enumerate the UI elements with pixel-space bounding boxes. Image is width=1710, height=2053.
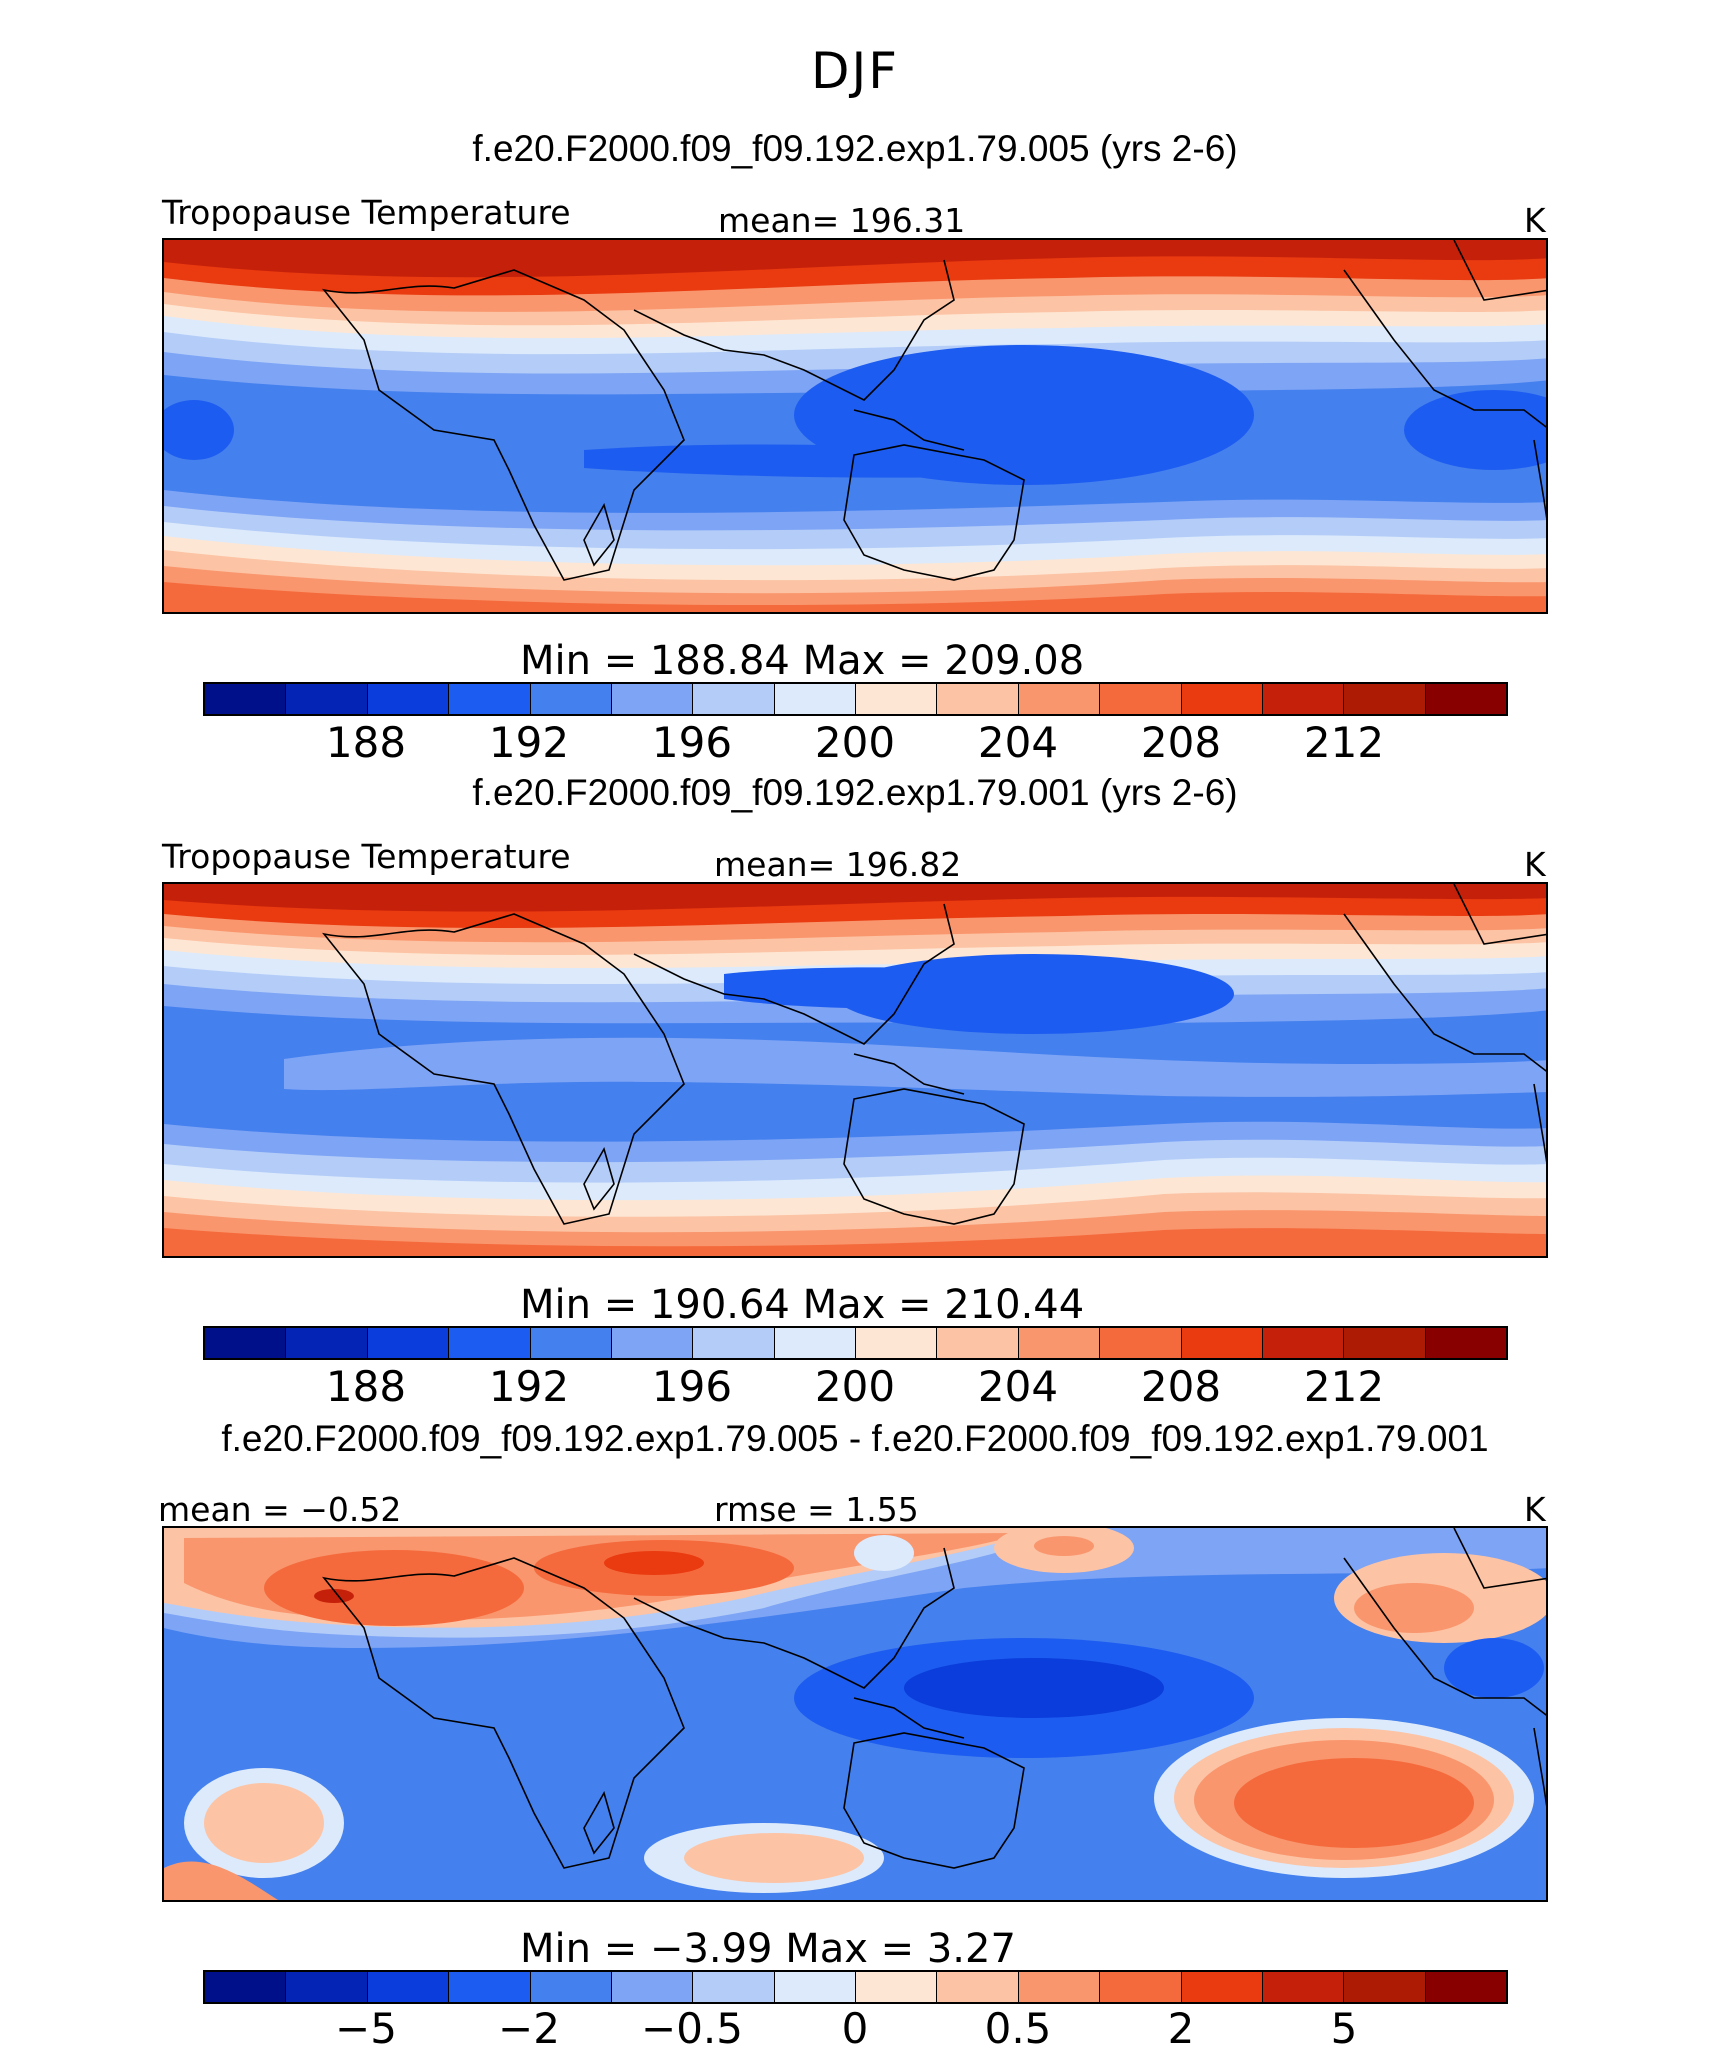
panel-2-tick: 200	[814, 1362, 896, 1411]
colorbar-cell	[856, 684, 938, 714]
panel-3-units: K	[1524, 1490, 1546, 1529]
panel-1-units: K	[1524, 201, 1546, 240]
colorbar-cell	[449, 684, 531, 714]
panel-3-run-title: f.e20.F2000.f09_f09.192.exp1.79.005 - f.…	[221, 1418, 1489, 1459]
colorbar-cell	[1425, 684, 1506, 714]
colorbar-cell	[1018, 684, 1101, 714]
colorbar-cell	[1344, 1328, 1426, 1358]
colorbar-cell	[774, 1328, 856, 1358]
colorbar-cell	[693, 1328, 775, 1358]
panel-2-tick: 192	[488, 1362, 570, 1411]
colorbar-cell	[611, 684, 694, 714]
colorbar-cell	[693, 1972, 775, 2002]
colorbar-cell	[1425, 1328, 1506, 1358]
colorbar-cell	[774, 1972, 856, 2002]
panel-2-tick: 212	[1303, 1362, 1385, 1411]
panel-1-tick: 204	[977, 718, 1059, 767]
colorbar-cell	[856, 1328, 938, 1358]
colorbar-cell	[1181, 1972, 1263, 2002]
panel-3-tick: 2	[1167, 2004, 1195, 2053]
panel-1-tick: 192	[488, 718, 570, 767]
panel-3-tick: 5	[1330, 2004, 1358, 2053]
colorbar-cell	[530, 1972, 612, 2002]
colorbar-cell	[286, 684, 368, 714]
panel-1-minmax: Min = 188.84 Max = 209.08	[520, 638, 1085, 684]
colorbar-cell	[1425, 1972, 1506, 2002]
colorbar-cell	[205, 1972, 287, 2002]
colorbar-cell	[774, 684, 856, 714]
colorbar-cell	[1262, 1972, 1345, 2002]
colorbar-cell	[1100, 684, 1182, 714]
colorbar-cell	[367, 1972, 450, 2002]
panel-2-map	[162, 882, 1548, 1258]
panel-3-tick: 0.5	[984, 2004, 1052, 2053]
colorbar-cell	[449, 1972, 531, 2002]
panel-3-map	[162, 1526, 1548, 1902]
colorbar-cell	[530, 1328, 612, 1358]
panel-2-field-label: Tropopause Temperature	[162, 837, 571, 876]
panel-2-minmax: Min = 190.64 Max = 210.44	[520, 1282, 1085, 1328]
colorbar-cell	[1018, 1972, 1101, 2002]
panel-1-tick: 208	[1140, 718, 1222, 767]
colorbar-cell	[1100, 1972, 1182, 2002]
colorbar-cell	[856, 1972, 938, 2002]
panel-2-run-title: f.e20.F2000.f09_f09.192.exp1.79.001 (yrs…	[472, 772, 1238, 813]
colorbar-cell	[286, 1328, 368, 1358]
panel-1-tick: 212	[1303, 718, 1385, 767]
panel-3-tick: −0.5	[641, 2004, 743, 2053]
colorbar-cell	[1344, 684, 1426, 714]
panel-3-rmse: rmse = 1.55	[714, 1490, 919, 1529]
figure-title: DJF	[810, 42, 899, 100]
colorbar-cell	[693, 684, 775, 714]
panel-1-field-label: Tropopause Temperature	[162, 193, 571, 232]
colorbar-cell	[1344, 1972, 1426, 2002]
colorbar-cell	[1100, 1328, 1182, 1358]
panel-1-map	[162, 238, 1548, 614]
panel-3-tick: −5	[335, 2004, 397, 2053]
panel-2-tick: 204	[977, 1362, 1059, 1411]
panel-3-tick: 0	[841, 2004, 869, 2053]
panel-3-mean: mean = −0.52	[158, 1490, 402, 1529]
panel-2-tick: 196	[651, 1362, 733, 1411]
panel-2-mean: mean= 196.82	[714, 845, 962, 884]
panel-1-tick: 200	[814, 718, 896, 767]
colorbar-cell	[1262, 1328, 1345, 1358]
colorbar-cell	[205, 1328, 287, 1358]
colorbar-cell	[1262, 684, 1345, 714]
panel-1-colorbar	[203, 682, 1508, 716]
colorbar-cell	[367, 1328, 450, 1358]
panel-2-units: K	[1524, 845, 1546, 884]
panel-3-minmax: Min = −3.99 Max = 3.27	[520, 1926, 1016, 1972]
panel-1-mean: mean= 196.31	[718, 201, 966, 240]
panel-1-tick: 188	[325, 718, 407, 767]
colorbar-cell	[1181, 684, 1263, 714]
colorbar-cell	[937, 684, 1019, 714]
colorbar-cell	[611, 1328, 694, 1358]
panel-2-colorbar	[203, 1326, 1508, 1360]
colorbar-cell	[286, 1972, 368, 2002]
panel-2-tick: 188	[325, 1362, 407, 1411]
colorbar-cell	[937, 1328, 1019, 1358]
panel-1-tick: 196	[651, 718, 733, 767]
colorbar-cell	[367, 684, 450, 714]
panel-3-tick: −2	[498, 2004, 560, 2053]
colorbar-cell	[611, 1972, 694, 2002]
panel-1-run-title: f.e20.F2000.f09_f09.192.exp1.79.005 (yrs…	[472, 128, 1238, 169]
colorbar-cell	[937, 1972, 1019, 2002]
panel-3-colorbar	[203, 1970, 1508, 2004]
panel-2-tick: 208	[1140, 1362, 1222, 1411]
colorbar-cell	[449, 1328, 531, 1358]
colorbar-cell	[530, 684, 612, 714]
colorbar-cell	[205, 684, 287, 714]
colorbar-cell	[1018, 1328, 1101, 1358]
colorbar-cell	[1181, 1328, 1263, 1358]
